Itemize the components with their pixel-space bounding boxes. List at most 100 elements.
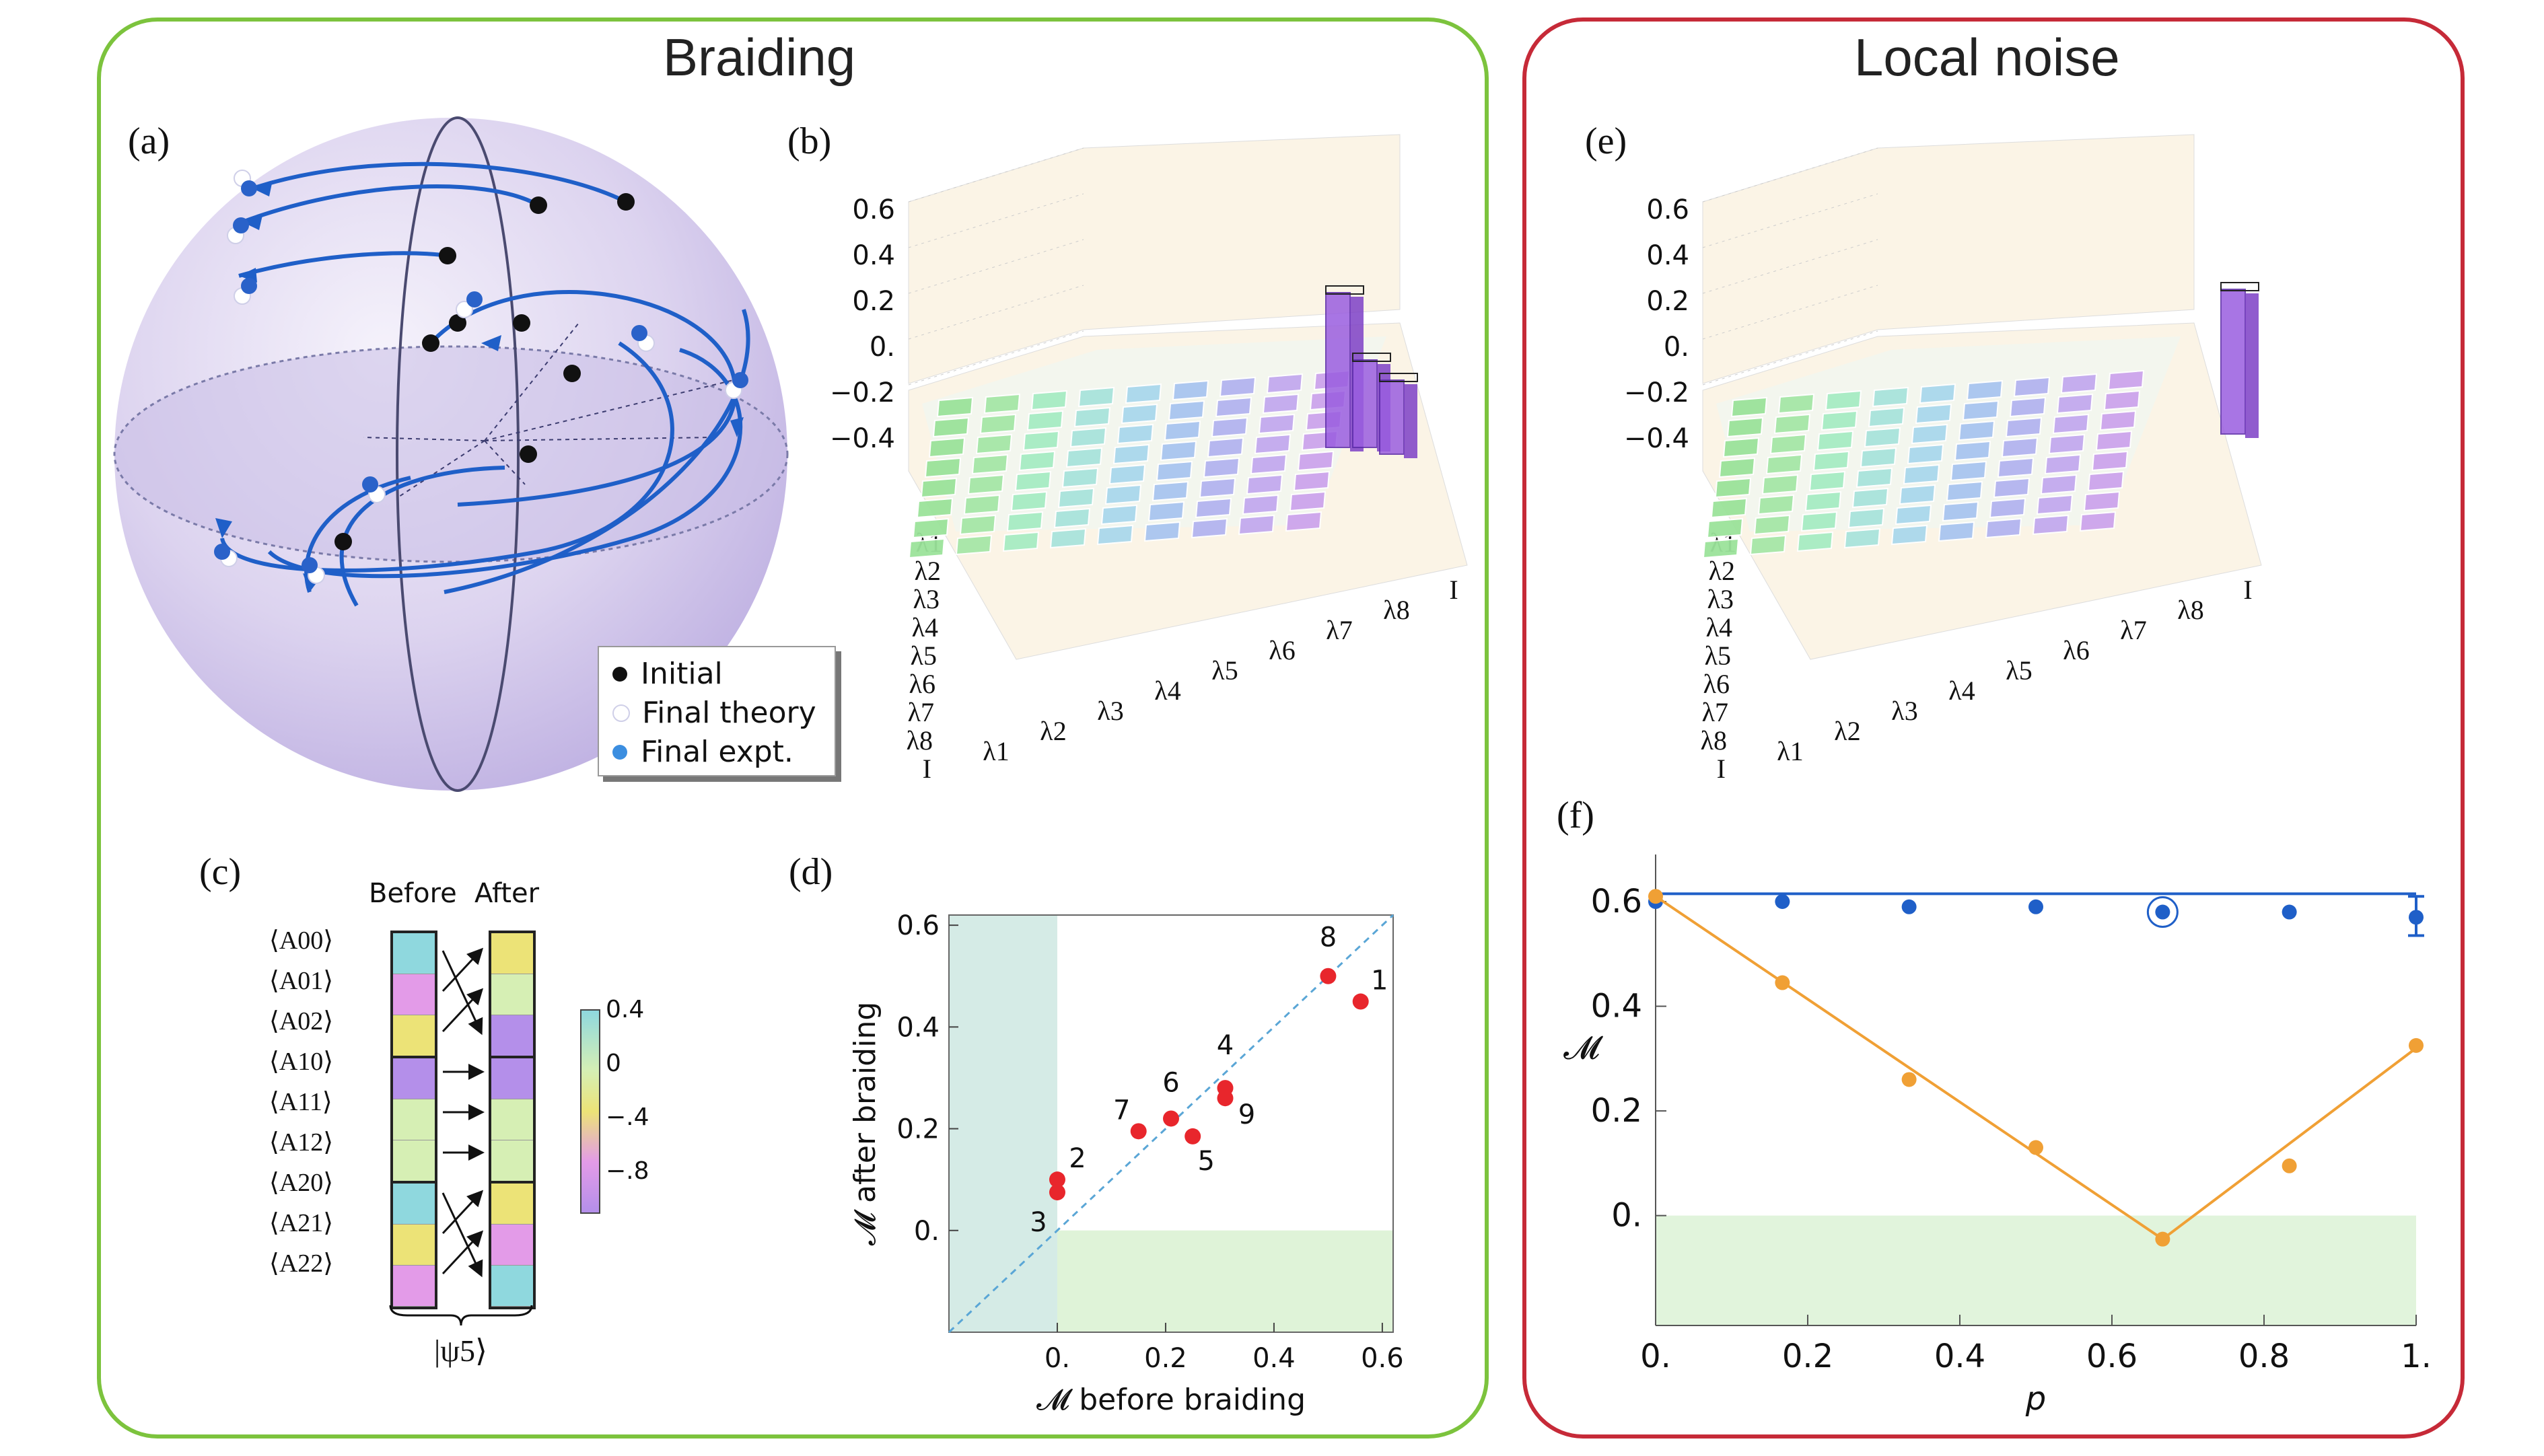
sphere-meridian (396, 116, 520, 792)
y-axis-label: 𝓜 (1563, 1029, 1603, 1066)
colorbar-tick-label: 0.4 (606, 996, 645, 1023)
tall-bar (1325, 292, 1351, 448)
matrix-tile (1856, 467, 1893, 488)
matrix-tile (1069, 427, 1107, 448)
matrix-tile (2005, 416, 2043, 438)
matrix-tile (1950, 460, 1987, 482)
matrix-tile (1143, 521, 1181, 542)
tall-bar-side (2245, 293, 2259, 438)
panel-c-row-label: ⟨A11⟩ (269, 1088, 332, 1116)
matrix-tile (1773, 413, 1811, 435)
matrix-tile (928, 437, 966, 458)
matrix-tile (1989, 497, 2026, 519)
matrix-tile (1125, 383, 1162, 404)
shade-left (949, 915, 1057, 1332)
panel-c-row-label: ⟨A22⟩ (269, 1249, 334, 1278)
point-label: 5 (1197, 1146, 1214, 1177)
tall-bar-outline (1379, 373, 1418, 382)
matrix-tile (979, 413, 1017, 435)
row-tick-label: λ4 (1706, 612, 1732, 643)
row-tick-label: λ3 (1707, 584, 1734, 614)
matrix-tile (1730, 396, 1768, 418)
shade-negative (1656, 1215, 2416, 1325)
matrix-tile (1117, 423, 1154, 445)
matrix-tile (924, 457, 962, 478)
series-point (2282, 1158, 2297, 1173)
panel-c-row-label: ⟨A21⟩ (269, 1209, 334, 1237)
col-tick-label: λ3 (1891, 696, 1917, 726)
panel-c-after-column (489, 931, 536, 1309)
matrix-tile (1266, 373, 1304, 394)
col-tick-label: λ1 (983, 736, 1009, 766)
col-tick-label: λ5 (1211, 655, 1238, 686)
y-axis-label: 𝓜 after braiding (848, 1002, 882, 1246)
series-point (2028, 899, 2043, 914)
col-tick-label: λ4 (1154, 676, 1180, 706)
matrix-tile (2099, 410, 2137, 431)
matrix-tile (1242, 494, 1279, 515)
series-point (1775, 894, 1790, 909)
matrix-tile (908, 538, 946, 559)
matrix-tile (1714, 477, 1752, 499)
matrix-tile (2036, 494, 2074, 515)
point-label: 6 (1162, 1067, 1179, 1098)
matrix-tile (1962, 400, 2000, 421)
col-tick-label: λ5 (2006, 655, 2032, 686)
matrix-tile (1710, 497, 1748, 519)
matrix-tile (920, 477, 958, 499)
panel-c-colorbar-ticks: 0.4 0 −.4 −.8 (606, 996, 673, 1218)
panel-c-cell (393, 1184, 435, 1225)
matrix-tile (2040, 474, 2078, 495)
z-tick-label: 0.6 (852, 194, 895, 225)
point-label: 7 (1113, 1095, 1130, 1126)
braiding-title: Braiding (663, 28, 856, 87)
series-point (1901, 899, 1917, 914)
panel-c-colorbar (580, 1009, 600, 1214)
col-tick-label: λ7 (2120, 615, 2146, 645)
panel-c-state-label: |ψ5⟩ (434, 1334, 487, 1368)
matrix-tile (1966, 379, 2004, 401)
matrix-tile (1104, 484, 1142, 505)
x-axis-label: 𝓜 before braiding (1036, 1383, 1306, 1417)
y-tick-label: 0. (1611, 1197, 1642, 1235)
panel-c-row-label: ⟨A10⟩ (269, 1048, 334, 1076)
matrix-tile (2107, 369, 2145, 391)
plot-frame (948, 914, 1394, 1333)
panel-c-cell (393, 1015, 435, 1058)
tall-bar-outline (1325, 285, 1364, 295)
matrix-tile (1899, 484, 1936, 505)
y-tick-label: 0.4 (896, 1012, 940, 1043)
series-point (2282, 904, 2297, 920)
matrix-tile (1808, 470, 1846, 492)
matrix-tile (1722, 437, 1760, 458)
matrix-tile (1026, 410, 1064, 431)
matrix-tile (2095, 430, 2133, 451)
sphere-equator-disk (114, 347, 787, 562)
col-tick-label: λ1 (1777, 736, 1803, 766)
row-tick-label: λ7 (908, 697, 934, 727)
data-point (1049, 1184, 1065, 1201)
matrix-tile (1911, 423, 1948, 445)
matrix-tile (1219, 376, 1257, 398)
matrix-tile (1765, 453, 1803, 475)
matrix-tile (2048, 433, 2086, 455)
matrix-tile (932, 416, 970, 438)
x-tick-label: 0. (1045, 1343, 1070, 1374)
panel-d-scatter: 0. 0. 0.2 0.2 0.4 0.4 0.6 0.6 𝓜 before braiding 𝓜… (848, 910, 1404, 1417)
matrix-tile (1053, 507, 1091, 529)
matrix-tile (1726, 416, 1764, 438)
row-tick-label: λ6 (909, 669, 935, 699)
matrix-tile (1757, 494, 1795, 515)
panel-c-before-column (390, 931, 437, 1309)
x-tick-label: 0.4 (1934, 1338, 1985, 1375)
matrix-tile (1800, 511, 1838, 532)
matrix-tile (1262, 393, 1300, 414)
series-point (2028, 1140, 2043, 1155)
matrix-tile (2079, 511, 2117, 532)
panel-e-3d-bars: 0.60.40.20.−0.2−0.4λ1λ2λ3λ4λ5λ6λ7λ8Iλ1λ2… (1624, 134, 2262, 784)
matrix-tile (1215, 396, 1252, 418)
matrix-tile (1168, 400, 1205, 421)
matrix-tile (1985, 517, 2022, 539)
z-tick-label: −0.2 (830, 377, 895, 408)
panel-a-sphere (113, 116, 789, 792)
